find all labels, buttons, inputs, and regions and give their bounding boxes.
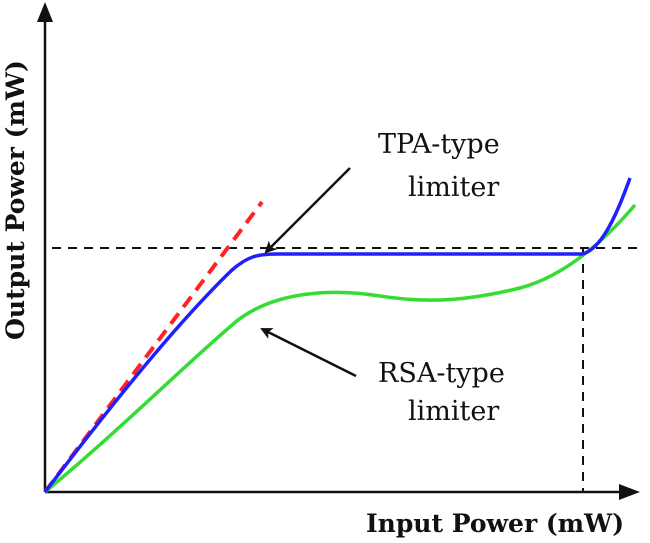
rsa-curve [43,203,637,494]
tpa-curve [43,177,632,494]
x-axis-label: Input Power (mW) [366,509,624,538]
tpa-label-line1: TPA-type [378,129,500,160]
rsa-label-line2: limiter [408,396,499,427]
tpa-label-line2: limiter [408,172,499,203]
rsa-label-line1: RSA-type [378,358,505,389]
y-axis-arrowhead-icon [37,2,53,22]
rsa-pointer-arrow-icon [260,327,357,378]
x-axis-arrowhead-icon [619,484,640,500]
y-axis-label: Output Power (mW) [1,60,30,340]
linear-reference-line [43,200,264,494]
tpa-pointer-arrow-icon [264,167,351,254]
